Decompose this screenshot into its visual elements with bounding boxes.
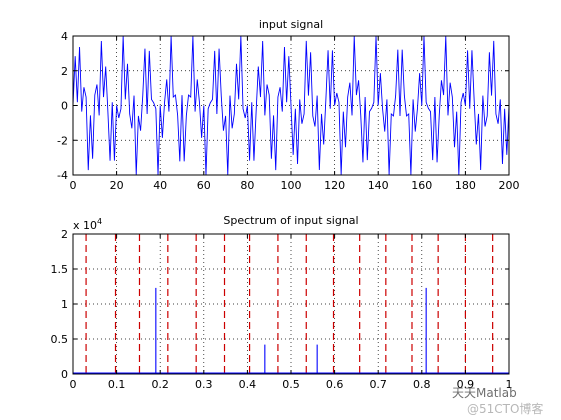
watermark-subtext: @51CTO博客 [467, 402, 544, 416]
x-tick-label: 40 [153, 179, 167, 192]
chart-title: Spectrum of input signal [223, 214, 358, 227]
y-tick-label: 2 [61, 65, 68, 78]
y-tick-label: 1.5 [51, 263, 69, 276]
y-tick-label: -2 [57, 134, 68, 147]
x-tick-label: 200 [499, 179, 520, 192]
y-tick-label: 4 [61, 30, 68, 43]
y-tick-label: 1 [61, 298, 68, 311]
x-tick-label: 1 [506, 378, 513, 391]
x-tick-label: 0 [70, 378, 77, 391]
x-tick-label: 140 [368, 179, 389, 192]
x-tick-label: 60 [197, 179, 211, 192]
x-tick-label: 160 [411, 179, 432, 192]
input-signal-plot: 0 20 40 60 80 100 120 140 160 180 200 -4 -2 0 2 4 input … [57, 18, 519, 192]
chart-title: input signal [259, 18, 323, 31]
x-tick-label: 0.5 [282, 378, 300, 391]
watermark-text: 天天Matlab [452, 386, 517, 400]
x-tick-label: 180 [455, 179, 476, 192]
y-tick-label: -4 [57, 169, 68, 182]
x-tick-label: 120 [324, 179, 345, 192]
y-scale-label: x 104 [73, 217, 102, 232]
spectrum-plot: 0 0.1 0.2 0.3 0.4 0.5 0.6 0.7 0.8 0.9 1 0 0.5 1 1.5 2 x … [51, 214, 513, 391]
y-tick-label: 0 [61, 368, 68, 381]
signal-line [72, 35, 510, 176]
x-tick-label: 20 [110, 179, 124, 192]
x-tick-label: 0.7 [369, 378, 387, 391]
x-tick-label: 0.8 [413, 378, 431, 391]
x-tick-label: 0.6 [326, 378, 344, 391]
x-tick-label: 0.2 [151, 378, 169, 391]
x-tick-label: 100 [281, 179, 302, 192]
x-tick-label: 0.4 [239, 378, 257, 391]
x-tick-label: 0.3 [195, 378, 213, 391]
x-tick-label: 80 [240, 179, 254, 192]
y-tick-label: 0 [61, 100, 68, 113]
x-tick-label: 0.1 [108, 378, 126, 391]
x-tick-label: 0.9 [457, 378, 475, 391]
y-tick-label: 0.5 [51, 333, 69, 346]
x-tick-label: 0 [70, 179, 77, 192]
y-tick-label: 2 [61, 228, 68, 241]
